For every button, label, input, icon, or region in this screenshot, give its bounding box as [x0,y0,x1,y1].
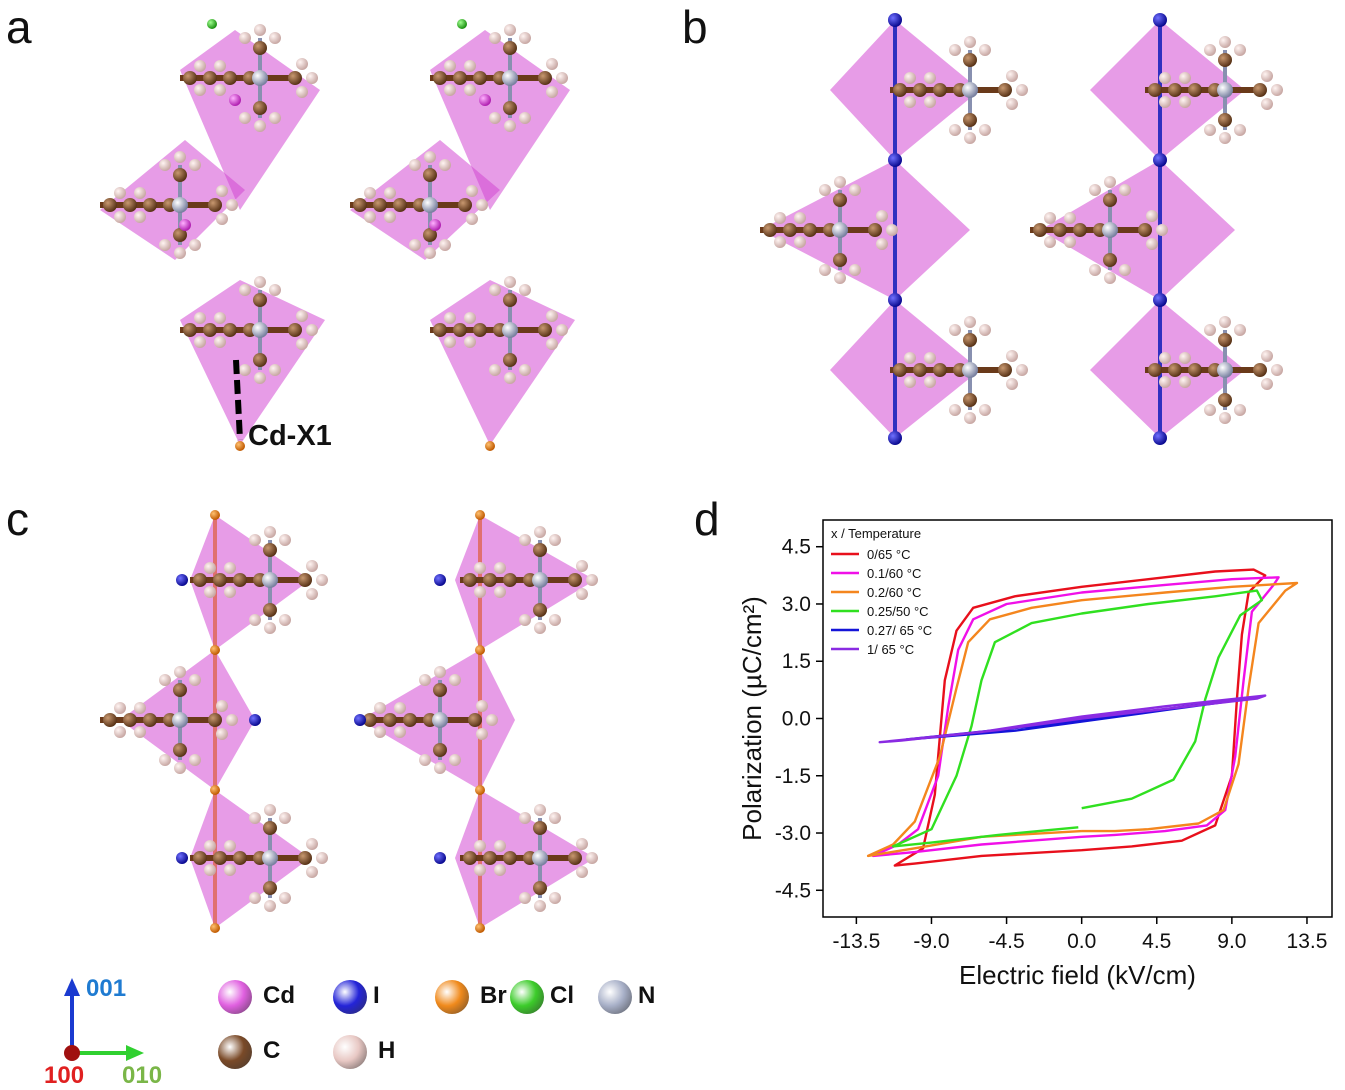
legend-title: x / Temperature [831,526,921,541]
x-axis-label: Electric field (kV/cm) [959,960,1196,990]
element-legend-swatch-cd [218,980,252,1014]
element-legend-label-c: C [263,1037,281,1064]
series-line-2 [866,581,1299,858]
element-legend-swatch-i [333,980,367,1014]
panel-label-a: a [6,1,32,53]
y-tick-label: 1.5 [782,650,811,673]
y-axis-label: Polarization (µC/cm²) [737,596,767,841]
axis-001-label: 001 [86,975,127,1002]
cd-x1-annotation: Cd-X1 [248,420,332,452]
y-tick-label: -1.5 [775,765,811,788]
legend-label-1: 0.1/60 °C [867,566,921,581]
x-tick-label: 4.5 [1142,930,1171,953]
panel-label-d: d [694,493,720,545]
y-tick-label: 0.0 [782,708,811,731]
x-tick-label: -13.5 [832,930,880,953]
series-line-5 [878,694,1267,744]
element-legend-label-cl: Cl [550,982,574,1009]
legend-label-4: 0.27/ 65 °C [867,623,932,638]
element-legend-swatch-br [435,980,469,1014]
x-tick-label: -4.5 [988,930,1024,953]
axis-100-label: 100 [44,1062,85,1089]
x-tick-label: 13.5 [1287,930,1328,953]
element-legend-label-n: N [638,982,656,1009]
legend-label-0: 0/65 °C [867,547,911,562]
element-legend-label-br: Br [480,982,507,1009]
element-legend-swatch-h [333,1035,367,1069]
element-legend-swatch-n [598,980,632,1014]
y-tick-label: -3.0 [775,822,811,845]
y-tick-label: 4.5 [782,536,811,559]
y-tick-label: -4.5 [775,879,811,902]
element-legend-label-cd: Cd [263,982,295,1009]
panel-label-b: b [682,1,708,53]
element-legend-label-h: H [378,1037,396,1064]
element-legend-swatch-c [218,1035,252,1069]
axis-010-label: 010 [122,1062,163,1089]
legend-label-2: 0.2/60 °C [867,585,921,600]
series-line-3 [891,589,1264,848]
y-tick-label: 3.0 [782,593,811,616]
element-legend-swatch-cl [510,980,544,1014]
panel-label-c: c [6,493,29,545]
legend-label-3: 0.25/50 °C [867,604,929,619]
x-tick-label: 9.0 [1217,930,1246,953]
legend-label-5: 1/ 65 °C [867,642,914,657]
x-tick-label: -9.0 [913,930,949,953]
x-tick-label: 0.0 [1067,930,1096,953]
element-legend-label-i: I [373,982,380,1009]
